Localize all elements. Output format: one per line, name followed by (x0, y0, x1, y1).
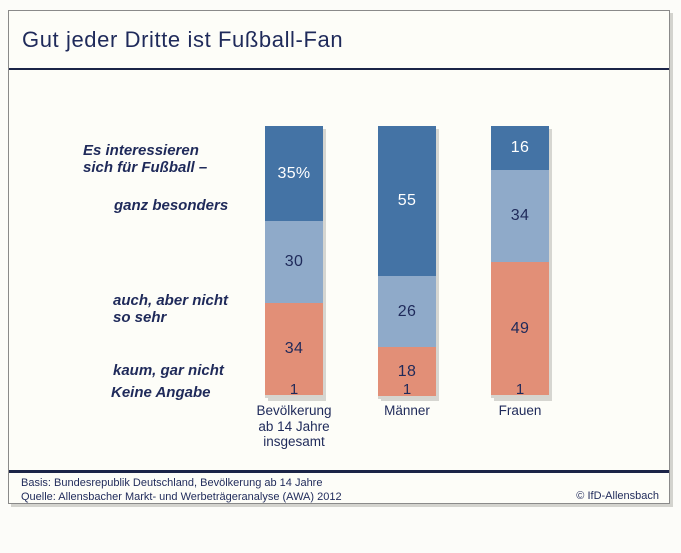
bar-value-label: 30 (284, 253, 304, 270)
segment-label-auch-line1: auch, aber nicht (113, 292, 229, 309)
bar-value-label: 26 (397, 302, 417, 320)
category-label-line: Frauen (498, 403, 542, 418)
bar-value-label-small: 1 (289, 381, 299, 398)
bar-segment: 35% (265, 126, 323, 221)
category-label-maenner: Männer (347, 403, 467, 419)
bar-segment: 55 (378, 126, 436, 276)
category-label-line: Männer (384, 403, 430, 418)
question-label-line1: Es interessieren (83, 142, 199, 159)
category-label-line: insgesamt (263, 434, 325, 449)
slide: Gut jeder Dritte ist Fußball-Fan Es inte… (8, 10, 670, 504)
bar-value-label: 49 (510, 319, 530, 337)
bar-segment: 26 (378, 276, 436, 347)
bar-segment: 34 (265, 303, 323, 395)
page-title: Gut jeder Dritte ist Fußball-Fan (22, 27, 344, 52)
bar-segment: 49 (491, 262, 549, 395)
footer-copyright: © IfD-Allensbach (576, 490, 659, 502)
bar-value-label: 34 (284, 340, 304, 357)
bar-value-label: 16 (510, 139, 530, 156)
title-divider (9, 68, 669, 70)
bar-value-label: 34 (510, 207, 530, 224)
bar-segment: 30 (265, 221, 323, 303)
question-label-line2: sich für Fußball – (83, 159, 208, 176)
footer-source: Quelle: Allensbacher Markt- und Werbeträ… (21, 491, 342, 503)
segment-label-keine-angabe: Keine Angabe (111, 384, 211, 401)
category-label-bevoelkerung: Bevölkerung ab 14 Jahre insgesamt (234, 403, 354, 450)
category-label-line: Bevölkerung (256, 403, 332, 418)
footer-basis: Basis: Bundesrepublik Deutschland, Bevöl… (21, 477, 323, 489)
footer-divider (9, 470, 669, 473)
question-label: Es interessieren sich für Fußball – (83, 142, 207, 176)
bar-bevoelkerung: 35% 30 34 1 (265, 126, 323, 398)
segment-label-auch-line2: so sehr (113, 309, 167, 326)
segment-label-kaum-gar-nicht: kaum, gar nicht (113, 362, 224, 379)
bar-segment (378, 396, 436, 399)
bar-segment: 18 (378, 347, 436, 396)
bar-segment (265, 395, 323, 398)
category-label-line: ab 14 Jahre (258, 418, 330, 434)
bar-value-label: 35% (277, 164, 311, 182)
bar-segment: 34 (491, 170, 549, 262)
bar-value-label: 55 (397, 192, 417, 209)
segment-label-auch-aber-nicht: auch, aber nicht so sehr (113, 292, 228, 326)
category-label-frauen: Frauen (460, 403, 580, 419)
bar-segment (491, 395, 549, 398)
bar-value-label-small: 1 (515, 381, 525, 398)
bar-frauen: 16 34 49 1 (491, 126, 549, 398)
segment-label-ganz-besonders: ganz besonders (114, 197, 229, 214)
bar-segment: 16 (491, 126, 549, 170)
bar-value-label-small: 1 (402, 381, 412, 398)
stacked-bar-chart: 35% 30 34 1 55 26 18 1 16 34 49 1 Bevölkerung ab 1… (9, 11, 669, 503)
bar-value-label: 18 (397, 362, 417, 380)
bar-maenner: 55 26 18 1 (378, 126, 436, 399)
